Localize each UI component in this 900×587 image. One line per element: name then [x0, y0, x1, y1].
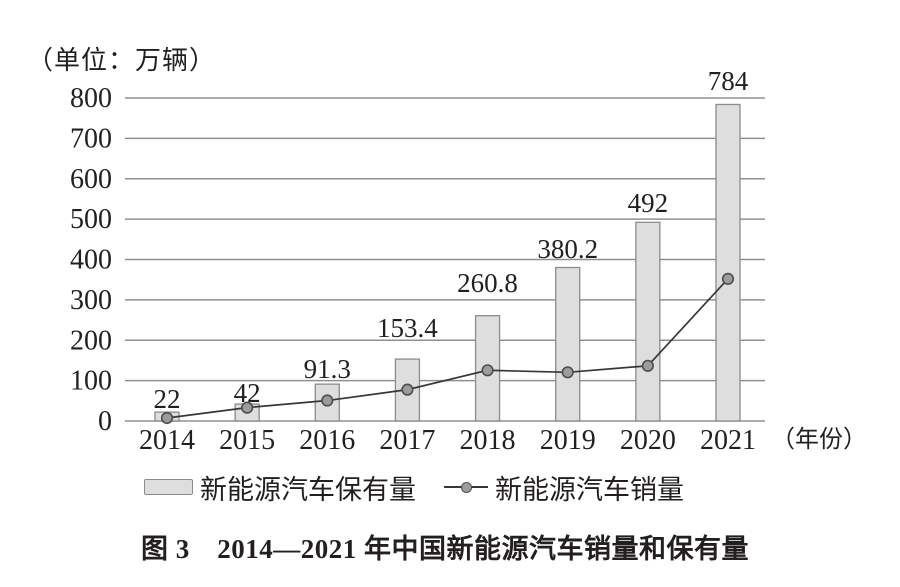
y-axis-unit-label: （单位：万辆）: [27, 46, 217, 75]
line-legend-swatch-icon: [444, 482, 488, 493]
x-tick-label: 2015: [219, 425, 275, 456]
y-tick-label: 0: [98, 406, 112, 437]
x-tick-label: 2014: [139, 425, 195, 456]
y-tick-label: 100: [70, 366, 112, 397]
legend-label-sales: 新能源汽车销量: [495, 474, 684, 505]
bar-value-label: 380.2: [537, 234, 598, 264]
figure-caption: 图 3 2014—2021 年中国新能源汽车销量和保有量: [141, 534, 749, 564]
line-marker: [721, 272, 735, 285]
bar-value-label: 22: [154, 384, 181, 414]
y-tick-label: 400: [70, 245, 112, 276]
x-tick-label: 2018: [460, 425, 516, 456]
bar-value-label: 153.4: [377, 313, 438, 343]
y-tick-label: 300: [70, 285, 112, 316]
legend-label-ownership: 新能源汽车保有量: [200, 474, 416, 505]
bar: [555, 266, 581, 422]
x-tick-label: 2016: [299, 425, 355, 456]
line-marker: [241, 401, 254, 414]
line-marker: [561, 366, 574, 379]
legend-item-sales: 新能源汽车销量: [444, 468, 684, 507]
y-tick-label: 200: [70, 325, 112, 356]
line-legend-dot-icon: [460, 482, 472, 493]
x-tick-label: 2020: [620, 425, 676, 456]
y-tick-label: 700: [70, 123, 112, 154]
x-tick-label: 2019: [540, 425, 596, 456]
y-tick-label: 500: [70, 204, 112, 235]
legend-item-ownership: 新能源汽车保有量: [144, 468, 416, 507]
bar: [715, 103, 741, 422]
bar-value-label: 784: [708, 66, 749, 96]
chart-canvas: 22 4291.3153.4260.8380.249278401002003004…: [70, 66, 867, 456]
sales-line: [166, 278, 729, 419]
line-marker: [401, 383, 414, 396]
line-marker: [160, 411, 174, 425]
bar-value-label: 260.8: [457, 268, 518, 298]
line-marker: [641, 359, 654, 372]
x-axis-unit-label: （年份）: [771, 426, 867, 453]
x-tick-label: 2021: [700, 425, 756, 456]
line-marker: [481, 364, 494, 377]
x-tick-label: 2017: [379, 425, 435, 456]
bar-value-label: 492: [628, 188, 669, 218]
y-tick-label: 800: [70, 83, 112, 114]
bar-value-label: 91.3: [304, 354, 351, 384]
bar-legend-swatch-icon: [144, 479, 193, 495]
y-tick-label: 600: [70, 164, 112, 195]
chart-legend: 新能源汽车保有量 新能源汽车销量: [0, 471, 828, 505]
bar: [635, 221, 661, 422]
line-marker: [321, 394, 334, 407]
